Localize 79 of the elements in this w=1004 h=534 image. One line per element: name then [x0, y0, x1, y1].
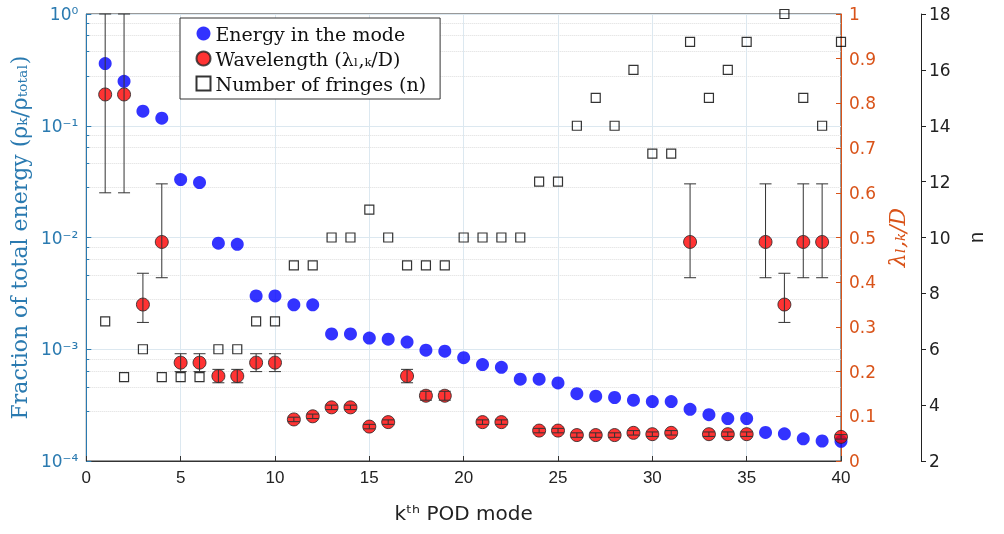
point	[494, 360, 508, 374]
y2-tick-label: 0.7	[849, 138, 877, 159]
point	[777, 427, 791, 441]
legend-label: Energy in the mode	[215, 22, 406, 45]
point	[796, 432, 810, 446]
point	[400, 335, 414, 349]
y3-tick-label: 12	[929, 171, 951, 192]
y2-axis-title: λₗ,ₖ/D	[885, 207, 911, 269]
x-tick-label: 40	[831, 468, 851, 487]
y2-tick-label: 0	[849, 451, 860, 471]
x-tick-label: 35	[737, 468, 757, 487]
x-tick-label: 30	[642, 468, 662, 487]
x-tick-label: 0	[81, 468, 92, 487]
point	[174, 173, 188, 187]
point	[343, 327, 357, 341]
point	[287, 298, 301, 312]
y2-tick-label: 0.4	[849, 272, 877, 293]
y-tick-label: 10⁻³	[40, 339, 79, 360]
point	[702, 408, 716, 422]
point	[98, 57, 112, 71]
y-tick-label: 10⁻¹	[40, 115, 79, 136]
x-tick-label: 5	[175, 468, 186, 487]
y3-tick-label: 16	[929, 59, 951, 80]
point	[306, 298, 320, 312]
y-axis-title: Fraction of total energy (ρₖ/ρₜₒₜₐₗ)	[6, 55, 32, 420]
point	[457, 351, 471, 365]
y3-tick-label: 18	[929, 4, 951, 24]
point	[230, 237, 244, 251]
y3-axis-title: n	[965, 231, 987, 244]
point	[419, 343, 433, 357]
point	[249, 289, 263, 303]
point	[570, 387, 584, 401]
y2-tick-label: 0.1	[849, 406, 877, 427]
point	[608, 391, 622, 404]
y3-tick-label: 10	[929, 227, 951, 248]
y-tick-label: 10⁰	[49, 4, 79, 24]
x-tick-label: 25	[548, 468, 568, 487]
legend-label: Wavelength (λₗ,ₖ/D)	[215, 47, 401, 70]
y2-tick-label: 0.9	[849, 48, 877, 69]
y2-tick-label: 0.5	[849, 227, 877, 248]
y2-tick-label: 0.8	[849, 93, 877, 114]
y3-tick-label: 2	[929, 451, 940, 471]
y3-tick-label: 6	[929, 339, 940, 360]
point	[532, 372, 546, 386]
point	[381, 332, 395, 346]
y2-tick-label: 0.3	[849, 316, 877, 337]
point	[155, 111, 169, 125]
point	[664, 395, 678, 409]
point	[626, 393, 640, 407]
point	[476, 358, 490, 372]
point	[645, 395, 659, 409]
point	[268, 289, 282, 303]
y2-tick-label: 1	[849, 4, 860, 24]
point	[438, 344, 452, 358]
point	[325, 327, 339, 341]
y2-tick-label: 0.6	[849, 182, 877, 203]
y-tick-label: 10⁻²	[40, 227, 79, 248]
point	[683, 402, 697, 416]
y-tick-label: 10⁻⁴	[40, 451, 79, 471]
point	[589, 389, 603, 403]
x-tick-label: 10	[265, 468, 285, 487]
y3-tick-label: 14	[929, 115, 951, 136]
x-tick-label: 20	[454, 468, 474, 487]
point	[815, 434, 829, 448]
point	[193, 176, 207, 190]
point	[362, 331, 376, 345]
point	[740, 412, 754, 426]
legend-label: Number of fringes (n)	[215, 72, 427, 95]
x-tick-label: 15	[359, 468, 379, 487]
point	[513, 372, 527, 386]
point	[759, 425, 773, 439]
point	[551, 376, 565, 390]
x-axis-title: kᵗʰ POD mode	[394, 501, 533, 525]
y3-tick-label: 4	[929, 395, 940, 416]
y2-tick-label: 0.2	[849, 361, 877, 382]
point	[721, 412, 735, 426]
y3-tick-label: 8	[929, 283, 940, 304]
point	[136, 104, 150, 118]
point	[211, 236, 225, 250]
